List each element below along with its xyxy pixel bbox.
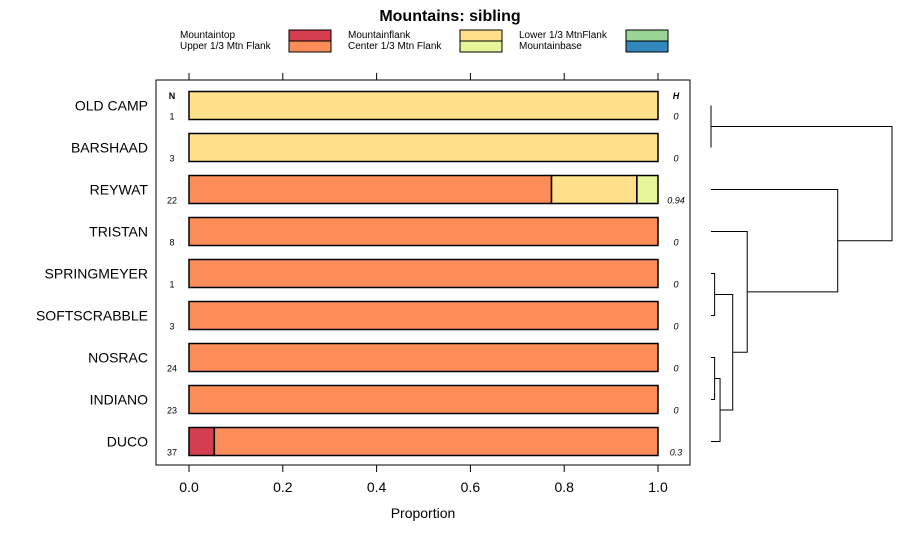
x-tick-label: 0.0 — [179, 479, 199, 495]
dendrogram-link — [714, 294, 734, 411]
row-n-value: 24 — [167, 364, 177, 374]
legend-label: Upper 1/3 Mtn Flank — [180, 41, 272, 52]
legend-swatch — [625, 40, 669, 53]
bar-segment — [188, 300, 659, 331]
dendrogram-link — [711, 378, 721, 442]
legend-label: Lower 1/3 MtnFlank — [519, 30, 608, 41]
n-header: N — [169, 91, 176, 101]
row-label: SPRINGMEYER — [45, 266, 148, 282]
chart-title: Mountains: sibling — [379, 8, 520, 25]
row-h-value: 0.94 — [667, 196, 685, 206]
x-tick-label: 0.8 — [554, 479, 574, 495]
legend-label: Mountainflank — [348, 30, 411, 41]
row-label: BARSHAAD — [71, 140, 148, 156]
x-axis-label: Proportion — [391, 505, 456, 521]
bar-rows: OLD CAMP 1 0 BARSHAAD 3 0 REYWAT 22 0.94 TRISTAN 8… — [36, 90, 685, 458]
x-axis: 0.0 0.2 0.4 0.6 0.8 1.0 — [179, 73, 668, 495]
row-h-value: 0 — [673, 406, 678, 416]
bar-segment — [188, 174, 553, 205]
dendrogram — [710, 105, 893, 442]
bar-segment — [213, 426, 659, 457]
legend-label: Center 1/3 Mtn Flank — [348, 41, 442, 52]
bar-segment — [188, 132, 659, 163]
row-label: REYWAT — [90, 182, 149, 198]
row-label: OLD CAMP — [75, 98, 148, 114]
row-label: NOSRAC — [88, 350, 148, 366]
x-tick-label: 0.2 — [273, 479, 293, 495]
row-n-value: 37 — [167, 448, 177, 458]
dendrogram-link — [711, 273, 716, 316]
row-h-value: 0 — [673, 154, 678, 164]
bar-segment — [188, 426, 216, 457]
row-h-value: 0.3 — [670, 448, 683, 458]
row-h-value: 0 — [673, 364, 678, 374]
row-n-value: 22 — [167, 196, 177, 206]
legend-swatch — [459, 29, 503, 42]
row-label: INDIANO — [90, 392, 148, 408]
row-h-value: 0 — [673, 280, 678, 290]
x-tick-label: 0.6 — [461, 479, 481, 495]
dendrogram-link — [711, 231, 748, 353]
dendrogram-link — [711, 357, 716, 400]
dendrogram-link — [711, 189, 839, 293]
bar-segment — [550, 174, 638, 205]
bar-segment — [636, 174, 659, 205]
legend-swatch — [625, 29, 669, 42]
row-h-value: 0 — [673, 238, 678, 248]
row-n-value: 23 — [167, 406, 177, 416]
bar-segment — [188, 90, 659, 121]
row-n-value: 3 — [169, 154, 174, 164]
x-tick-label: 0.4 — [367, 479, 387, 495]
row-label: DUCO — [107, 434, 148, 450]
legend-swatch — [459, 40, 503, 53]
bar-segment — [188, 384, 659, 415]
row-n-value: 8 — [169, 238, 174, 248]
plot-panel — [155, 79, 691, 466]
row-label: SOFTSCRABBLE — [36, 308, 148, 324]
row-n-value: 1 — [169, 112, 174, 122]
row-h-value: 0 — [673, 112, 678, 122]
x-tick-label: 1.0 — [648, 479, 668, 495]
row-n-value: 1 — [169, 280, 174, 290]
h-header: H — [673, 91, 680, 101]
bar-segment — [188, 258, 659, 289]
bar-segment — [188, 342, 659, 373]
dendrogram-link — [711, 126, 893, 242]
legend-label: Mountainbase — [519, 41, 582, 52]
row-n-value: 3 — [169, 322, 174, 332]
row-h-value: 0 — [673, 322, 678, 332]
legend-label: Mountaintop — [180, 30, 235, 41]
row-label: TRISTAN — [89, 224, 148, 240]
legend-swatch — [288, 40, 332, 53]
legend-swatch — [288, 29, 332, 42]
bar-segment — [188, 216, 659, 247]
